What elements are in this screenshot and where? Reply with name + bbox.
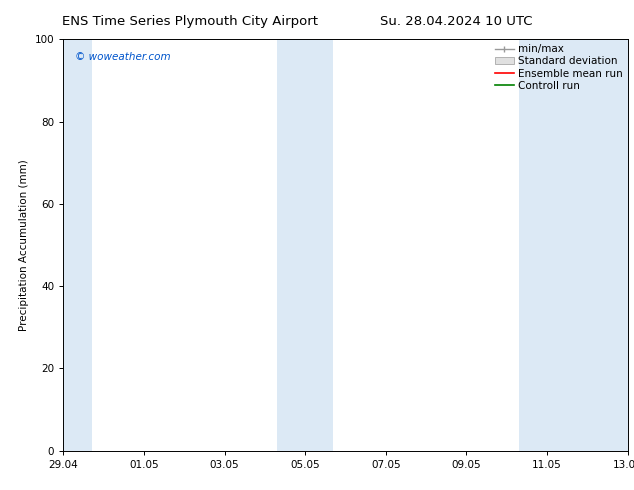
Bar xyxy=(519,39,630,451)
Y-axis label: Precipitation Accumulation (mm): Precipitation Accumulation (mm) xyxy=(19,159,29,331)
Text: Su. 28.04.2024 10 UTC: Su. 28.04.2024 10 UTC xyxy=(380,15,533,28)
Bar xyxy=(61,39,91,451)
Text: © woweather.com: © woweather.com xyxy=(75,51,171,62)
Bar xyxy=(277,39,333,451)
Text: ENS Time Series Plymouth City Airport: ENS Time Series Plymouth City Airport xyxy=(62,15,318,28)
Legend: min/max, Standard deviation, Ensemble mean run, Controll run: min/max, Standard deviation, Ensemble me… xyxy=(493,42,624,93)
